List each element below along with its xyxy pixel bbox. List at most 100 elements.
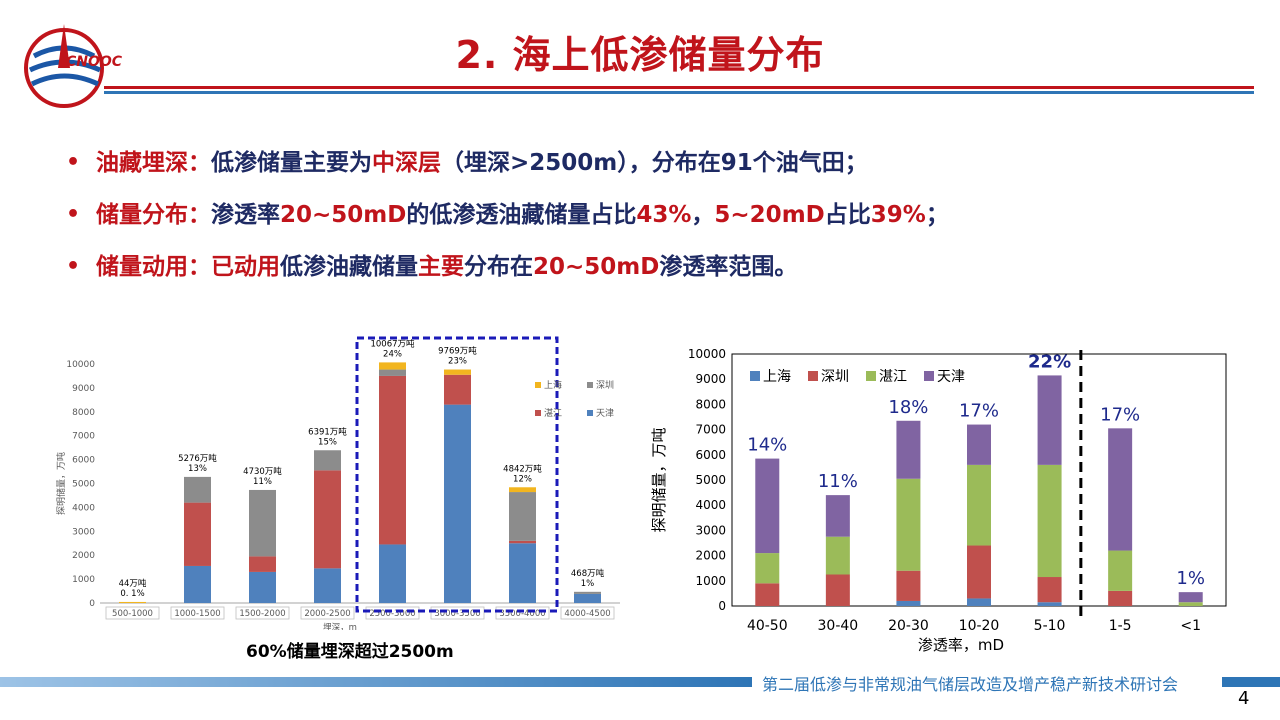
x-axis-label: 渗透率，mD [918, 636, 1004, 654]
bar-segment-湛江 [314, 470, 341, 569]
bullet-text-segment: 渗透率 [211, 202, 280, 228]
bar-segment-深圳 [574, 591, 601, 594]
bar-percent-label: 15% [318, 437, 337, 447]
y-tick-label: 5000 [695, 473, 726, 487]
chart-caption: 60%储量埋深超过2500m [246, 642, 454, 662]
bar-segment-湛江 [755, 553, 780, 584]
slide-title: 2. 海上低渗储量分布 [455, 33, 825, 77]
footer-bar-right [1222, 677, 1280, 687]
bar-segment-上海 [896, 600, 921, 606]
legend-swatch-深圳 [808, 371, 818, 381]
bar-amount-label: 9769万吨 [438, 346, 477, 357]
x-tick-box [170, 606, 225, 620]
bar-segment-上海 [444, 369, 471, 375]
bar-percent-label: 24% [383, 349, 402, 359]
bar-segment-深圳 [314, 450, 341, 471]
y-tick-label: 6000 [695, 448, 726, 462]
bullet-dot-icon: • [66, 202, 81, 227]
y-tick-label: 9000 [695, 372, 726, 386]
bar-segment-天津 [444, 404, 471, 603]
bar-segment-湛江 [184, 502, 211, 566]
bar-percent-label: 13% [188, 464, 207, 474]
y-tick-label: 3000 [72, 527, 95, 537]
bar-percent-label: 12% [513, 474, 532, 484]
bar-segment-上海 [509, 487, 536, 493]
bar-segment-湛江 [896, 478, 921, 571]
y-axis-label: 探明储量，万吨 [55, 452, 67, 515]
permeability-distribution-chart: 0 1000 2000 3000 4000 5000 6000 7000 8000 9000 100… [650, 347, 1227, 654]
bar-amount-label: 5276万吨 [178, 453, 217, 464]
bar-segment-深圳 [1108, 590, 1133, 606]
x-tick-label: 30-40 [818, 618, 859, 634]
bullet-item: • 油藏埋深：低渗储量主要为中深层（埋深>2500m），分布在91个油气田； [66, 144, 1246, 196]
y-tick-label: 3000 [695, 523, 726, 537]
bar-segment-上海 [119, 601, 146, 603]
legend-swatch-湛江 [535, 410, 541, 416]
bar-segment-湛江 [379, 375, 406, 545]
bullet-text-segment: 低渗储量主要为 [211, 150, 372, 176]
bar-segment-深圳 [249, 489, 276, 557]
y-tick-label: 4000 [72, 503, 95, 513]
y-tick-label: 2000 [72, 551, 95, 561]
logo-text: CNOOC [66, 54, 122, 70]
bullet-text-segment: 低渗油藏储量 [280, 254, 418, 280]
bar-percent-label: 23% [448, 357, 467, 367]
bar-percent-label: 17% [1100, 404, 1140, 425]
x-tick-label: 500-1000 [112, 609, 153, 619]
x-tick-label: <1 [1180, 618, 1201, 634]
legend-label: 深圳 [821, 369, 849, 385]
bullet-list: • 油藏埋深：低渗储量主要为中深层（埋深>2500m），分布在91个油气田； • 储… [66, 144, 1246, 300]
bullet-dot-icon: • [66, 150, 81, 175]
x-tick-box [300, 606, 355, 620]
bullet-text-segment: 油藏埋深： [96, 150, 211, 176]
bullet-item: • 储量动用：已动用低渗油藏储量主要分布在20~50mD渗透率范围。 [66, 248, 1246, 300]
bar-segment-上海 [967, 598, 991, 606]
legend-label: 上海 [763, 369, 791, 385]
bar-segment-湛江 [509, 540, 536, 544]
bar-segment-湛江 [1178, 602, 1203, 606]
bullet-text-segment: 渗透率范围。 [659, 254, 798, 280]
bar-amount-label: 6391万吨 [308, 426, 347, 437]
bar-percent-label: 0. 1% [120, 589, 144, 599]
bullet-text-segment: 已动用 [211, 254, 280, 280]
bar-segment-深圳 [1037, 577, 1062, 603]
legend-swatch-深圳 [587, 382, 593, 388]
x-tick-label: 5-10 [1034, 618, 1066, 634]
y-tick-label: 4000 [695, 498, 726, 512]
bullet-item: • 储量分布：渗透率20~50mD的低渗透油藏储量占比43%，5~20mD占比39… [66, 196, 1246, 248]
bar-percent-label: 1% [581, 579, 595, 589]
bar-segment-深圳 [967, 545, 991, 599]
bar-percent-label: 1% [1176, 568, 1205, 589]
bar-segment-深圳 [896, 570, 921, 601]
bullet-text-segment: 20~50mD [280, 202, 407, 228]
bar-segment-深圳 [755, 583, 780, 606]
bar-segment-湛江 [967, 464, 991, 546]
bar-segment-深圳 [184, 476, 211, 503]
y-tick-label: 0 [718, 599, 726, 613]
y-tick-label: 8000 [695, 397, 726, 411]
bullet-text-segment: 43% [636, 202, 692, 228]
x-tick-box [560, 606, 615, 620]
legend-swatch-湛江 [866, 371, 876, 381]
bullet-dot-icon: • [66, 254, 81, 279]
bar-amount-label: 4730万吨 [243, 466, 282, 477]
x-tick-label: 2000-2500 [304, 609, 350, 619]
bar-segment-上海 [1037, 602, 1062, 606]
bullet-text-segment: 储量动用： [96, 254, 211, 280]
bar-segment-深圳 [509, 492, 536, 541]
bar-percent-label: 11% [253, 477, 272, 487]
bar-segment-天津 [314, 568, 341, 603]
x-tick-box [430, 606, 485, 620]
y-tick-label: 7000 [695, 423, 726, 437]
bar-amount-label: 468万吨 [571, 568, 605, 579]
x-tick-label: 3000-3500 [434, 609, 480, 619]
x-tick-label: 2500-3000 [369, 609, 415, 619]
bar-segment-天津 [1178, 592, 1203, 603]
x-tick-label: 1000-1500 [174, 609, 220, 619]
bar-amount-label: 10067万吨 [370, 338, 415, 349]
bullet-text-segment: 的低渗透油藏储量占比 [406, 202, 637, 228]
bar-percent-label: 14% [747, 435, 787, 456]
bar-amount-label: 4842万吨 [503, 463, 542, 474]
bar-segment-天津 [1037, 375, 1062, 465]
